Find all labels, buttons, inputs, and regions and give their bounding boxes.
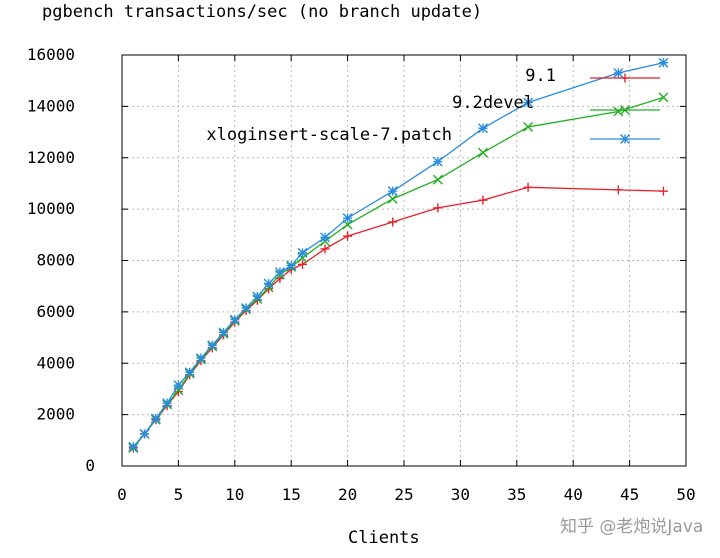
x-tick-label: 25 [394,485,413,504]
data-point [173,380,184,391]
x-tick-label: 45 [620,485,639,504]
series-line [132,62,664,448]
data-point [297,247,308,258]
y-tick-label: 10000 [27,199,75,218]
legend-item: 9.2devel [452,93,660,115]
y-tick-label: 16000 [27,45,75,64]
data-point [620,134,630,144]
data-point [229,314,240,325]
data-point [320,232,331,243]
data-point [658,186,668,196]
data-point [343,231,353,241]
axis-ticks: 0 5 10 15 20 25 30 35 40 45 50 0 2000 4000 6000 8000 100… [27,45,696,504]
legend-item: xloginsert-scale-7.patch [206,125,660,145]
watermark: 知乎 @老炮说Java [560,517,704,537]
data-point [477,147,488,158]
data-point [613,185,623,195]
grid-lines [122,55,686,466]
data-point [477,123,488,134]
x-tick-label: 0 [117,485,127,504]
x-tick-label: 5 [174,485,184,504]
data-point [297,259,307,269]
data-point [184,367,195,378]
series-group [128,57,669,454]
data-point [432,174,443,185]
y-tick-label: 8000 [36,251,75,270]
x-tick-label: 40 [564,485,583,504]
data-point [433,203,443,213]
data-point [620,73,630,83]
data-point [139,428,150,439]
y-tick-label: 14000 [27,96,75,115]
chart-title: pgbench transactions/sec (no branch upda… [42,2,483,22]
data-point [241,303,252,314]
y-tick-label: 12000 [27,148,75,167]
data-point [620,105,630,115]
data-point [207,340,218,351]
data-point [478,195,488,205]
data-point [432,156,443,167]
data-point [523,121,534,132]
data-point [658,92,669,103]
y-tick-label: 6000 [36,302,75,321]
series-line [132,96,664,449]
y-tick-label: 0 [85,456,95,475]
data-point [286,260,297,271]
series-3 [128,57,669,452]
legend-label: xloginsert-scale-7.patch [206,125,452,145]
x-tick-label: 20 [338,485,357,504]
series-2 [128,92,669,454]
y-tick-label: 2000 [36,405,75,424]
data-point [658,57,669,68]
y-tick-label: 4000 [36,353,75,372]
data-point [162,398,173,409]
x-tick-label: 30 [451,485,470,504]
series-line [132,186,664,449]
data-point [263,278,274,289]
data-point [342,213,353,224]
x-tick-label: 10 [225,485,244,504]
x-axis-label: Clients [348,528,420,548]
data-point [523,97,534,108]
x-tick-label: 15 [282,485,301,504]
data-point [150,413,161,424]
data-point [252,291,263,302]
x-tick-label: 35 [507,485,526,504]
series-1 [128,182,668,453]
legend-item: 9.1 [525,66,660,86]
data-point [387,186,398,197]
data-point [523,182,533,192]
data-point [128,441,139,452]
legend-label: 9.1 [525,66,556,86]
data-point [613,67,624,78]
data-point [274,267,285,278]
data-point [195,353,206,364]
data-point [387,193,398,204]
data-point [320,244,330,254]
data-point [218,327,229,338]
x-tick-label: 50 [676,485,695,504]
legend-label: 9.2devel [452,93,534,113]
data-point [388,217,398,227]
